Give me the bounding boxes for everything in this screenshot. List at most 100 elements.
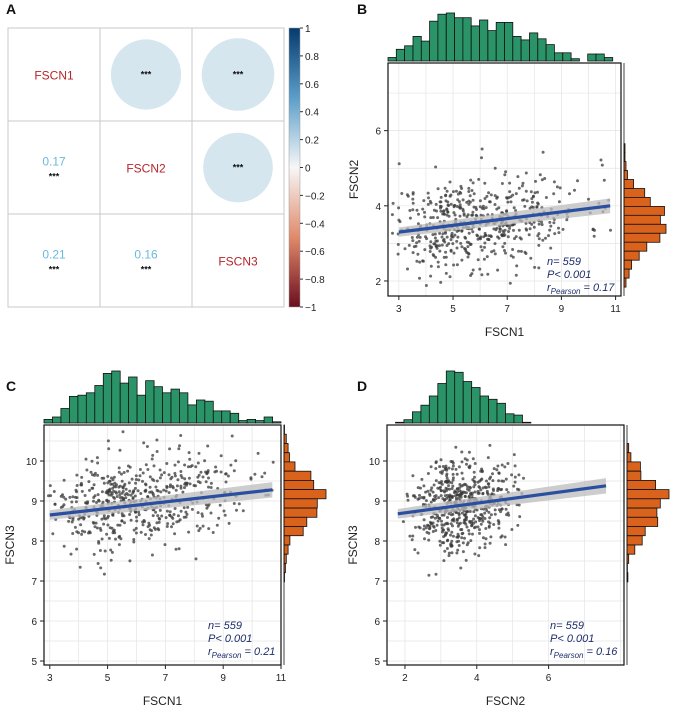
data-point <box>479 245 483 249</box>
data-point <box>429 274 433 278</box>
data-point <box>401 520 405 524</box>
data-point <box>97 540 101 543</box>
histogram-bar <box>187 404 197 424</box>
data-point <box>486 272 490 276</box>
data-point <box>235 508 238 512</box>
data-point <box>452 263 456 267</box>
data-point <box>179 470 183 473</box>
data-point <box>111 482 115 486</box>
data-point <box>487 482 491 486</box>
data-point <box>106 439 110 443</box>
data-point <box>530 197 534 201</box>
panel-d-n-prefix: n= <box>550 620 566 632</box>
data-point <box>444 263 448 267</box>
data-point <box>479 488 483 492</box>
data-point <box>102 522 106 526</box>
panel-b-y-axis-label: FSCN2 <box>347 160 361 200</box>
data-point <box>219 470 223 474</box>
data-point <box>224 472 228 476</box>
data-point <box>198 481 202 485</box>
data-point <box>173 471 177 475</box>
data-point <box>436 216 440 220</box>
data-point <box>110 550 114 554</box>
data-point <box>398 220 402 224</box>
panel-d-stat-n: n= 559 <box>550 620 584 632</box>
data-point <box>457 544 461 547</box>
data-point <box>473 514 477 518</box>
histogram-bar <box>623 214 661 225</box>
data-point <box>137 510 141 514</box>
data-point <box>432 524 435 528</box>
data-point <box>148 475 152 479</box>
data-point <box>69 552 73 556</box>
data-point <box>132 528 136 532</box>
data-point <box>434 479 438 483</box>
data-point <box>505 224 509 228</box>
data-point <box>573 188 576 192</box>
colorbar-tick-label: −0.2 <box>305 191 325 202</box>
data-point <box>439 485 442 489</box>
histogram-bar <box>229 412 240 424</box>
data-point <box>157 520 161 524</box>
data-point <box>451 461 455 465</box>
data-point <box>428 493 432 497</box>
data-point <box>557 200 561 204</box>
data-point <box>124 487 128 491</box>
data-point <box>107 536 111 540</box>
panel-d-y-axis-label: FSCN3 <box>346 525 360 565</box>
histogram-bar <box>283 470 312 481</box>
data-point <box>396 243 400 246</box>
data-point <box>530 222 534 226</box>
data-point <box>156 514 160 518</box>
histogram-bar <box>479 395 490 424</box>
significance-stars: *** <box>233 163 244 173</box>
data-point <box>158 517 162 521</box>
histogram-bar <box>626 544 636 555</box>
data-point <box>485 479 488 483</box>
data-point <box>557 231 561 235</box>
data-point <box>476 237 480 241</box>
data-point <box>450 530 454 534</box>
data-point <box>446 210 450 214</box>
data-point <box>460 471 464 475</box>
data-point <box>91 521 95 524</box>
data-point <box>215 469 219 473</box>
data-point <box>483 241 487 245</box>
histogram-bar <box>623 268 630 279</box>
data-point <box>541 150 545 154</box>
histogram-bar <box>437 383 447 424</box>
data-point <box>477 554 481 558</box>
data-point <box>478 519 481 523</box>
data-point <box>88 488 91 492</box>
data-point <box>96 493 100 497</box>
data-point <box>413 548 417 552</box>
histogram-bar <box>102 372 113 424</box>
data-point <box>505 488 509 492</box>
data-point <box>459 241 463 245</box>
histogram-bar <box>77 394 87 424</box>
data-point <box>59 494 63 498</box>
data-point <box>444 271 448 275</box>
data-point <box>190 507 194 511</box>
data-point <box>500 463 504 467</box>
panel-d-stat-p: P< 0.001 <box>550 633 594 645</box>
data-point <box>464 510 468 514</box>
y-tick-label: 6 <box>31 617 37 628</box>
data-point <box>160 473 164 477</box>
data-point <box>396 252 400 256</box>
panel-b-stat-p: P< 0.001 <box>547 269 591 281</box>
data-point <box>467 529 471 532</box>
data-point <box>463 457 467 461</box>
histogram-bar <box>626 498 661 509</box>
data-point <box>535 205 539 209</box>
data-point <box>436 187 440 191</box>
plot-border <box>43 424 282 666</box>
data-point <box>441 212 445 216</box>
data-point <box>67 519 71 523</box>
data-point <box>490 250 494 254</box>
data-point <box>488 200 491 204</box>
data-point <box>146 468 150 471</box>
data-point <box>411 208 415 212</box>
data-point <box>109 490 113 494</box>
colorbar-tick-label: −0.6 <box>305 247 325 258</box>
